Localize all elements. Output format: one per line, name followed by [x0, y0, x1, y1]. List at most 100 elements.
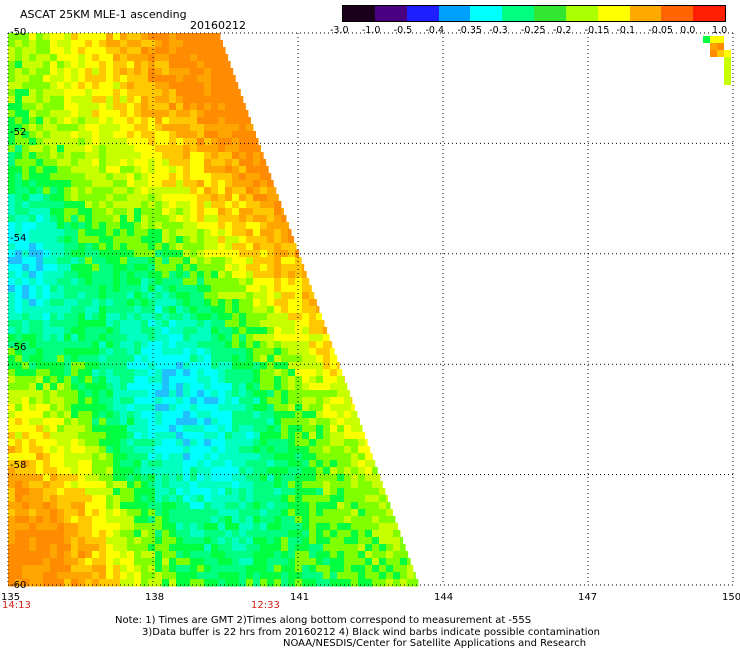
swath-cell	[127, 446, 135, 454]
swath-cell	[99, 278, 107, 286]
swath-cell	[78, 201, 86, 209]
swath-cell	[106, 159, 114, 167]
swath-cell	[64, 264, 72, 272]
swath-cell	[85, 180, 93, 188]
swath-cell	[246, 446, 254, 454]
swath-cell	[106, 138, 114, 146]
swath-cell	[106, 306, 114, 314]
swath-cell	[71, 432, 79, 440]
swath-cell	[316, 439, 324, 447]
swath-cell	[15, 488, 23, 496]
swath-cell	[274, 572, 282, 580]
swath-cell	[78, 495, 86, 503]
swath-cell	[50, 236, 58, 244]
swath-cell	[120, 390, 128, 398]
swath-cell	[267, 446, 275, 454]
swath-cell	[106, 446, 114, 454]
swath-cell	[127, 180, 135, 188]
swath-cell	[148, 124, 156, 132]
swath-cell	[253, 551, 261, 559]
swath-cell	[120, 166, 128, 174]
swath-cell	[239, 579, 247, 587]
swath-cell	[113, 502, 121, 510]
swath-cell	[106, 201, 114, 209]
swath-cell	[239, 544, 247, 552]
swath-cell	[393, 551, 401, 559]
swath-cell	[176, 404, 184, 412]
swath-cell	[99, 110, 107, 118]
swath-cell	[239, 523, 247, 531]
swath-cell	[36, 103, 44, 111]
swath-cell	[295, 530, 303, 538]
swath-cell	[218, 355, 226, 363]
swath-cell	[99, 502, 107, 510]
swath-cell	[127, 103, 135, 111]
swath-cell	[302, 278, 310, 286]
swath-cell	[148, 215, 156, 223]
swath-cell	[330, 341, 333, 349]
swath-cell	[190, 103, 198, 111]
swath-cell	[274, 313, 282, 321]
swath-cell	[106, 334, 114, 342]
swath-cell	[50, 523, 58, 531]
swath-cell	[302, 313, 310, 321]
swath-cell	[50, 103, 58, 111]
swath-cell	[64, 117, 72, 125]
swath-cell	[71, 397, 79, 405]
swath-cell	[134, 488, 142, 496]
swath-cell	[197, 544, 205, 552]
swath-cell	[148, 96, 156, 104]
swath-cell	[169, 516, 177, 524]
swath-cell	[337, 516, 345, 524]
swath-cell	[162, 166, 170, 174]
swath-cell	[64, 96, 72, 104]
swath-cell	[43, 334, 51, 342]
swath-cell	[71, 257, 79, 265]
swath-cell	[183, 96, 191, 104]
swath-cell	[260, 579, 268, 587]
lon-label: 147	[578, 592, 598, 603]
swath-cell	[358, 488, 366, 496]
swath-cell	[225, 320, 233, 328]
swath-cell	[113, 173, 121, 181]
swath-cell	[113, 257, 121, 265]
swath-cell	[183, 544, 191, 552]
swath-cell	[232, 306, 240, 314]
swath-cell	[232, 278, 240, 286]
swath-cell	[281, 481, 289, 489]
swath-cell	[120, 404, 128, 412]
swath-cell	[281, 299, 289, 307]
swath-cell	[218, 495, 226, 503]
swath-cell	[64, 75, 72, 83]
swath-cell	[36, 215, 44, 223]
swath-cell	[239, 551, 247, 559]
swath-cell	[85, 467, 93, 475]
swath-cell	[183, 376, 191, 384]
swath-cell	[99, 495, 107, 503]
swath-cell	[134, 474, 142, 482]
swath-cell	[162, 376, 170, 384]
swath-cell	[64, 271, 72, 279]
swath-cell	[22, 334, 30, 342]
swath-cell	[274, 285, 282, 293]
swath-cell	[8, 411, 16, 419]
swath-cell	[134, 47, 142, 55]
swath-cell	[120, 271, 128, 279]
swath-cell	[323, 348, 331, 356]
swath-cell	[309, 453, 317, 461]
swath-cell	[127, 173, 135, 181]
swath-cell	[183, 523, 191, 531]
swath-cell	[29, 33, 37, 41]
swath-cell	[274, 502, 282, 510]
swath-cell	[92, 467, 100, 475]
swath-cell	[15, 201, 23, 209]
swath-cell	[323, 369, 331, 377]
swath-cell	[211, 376, 219, 384]
swath-cell	[274, 348, 282, 356]
swath-cell	[78, 159, 86, 167]
swath-cell	[106, 222, 114, 230]
swath-cell	[127, 390, 135, 398]
swath-cell	[106, 82, 114, 90]
swath-cell	[36, 467, 44, 475]
swath-cell	[29, 565, 37, 573]
